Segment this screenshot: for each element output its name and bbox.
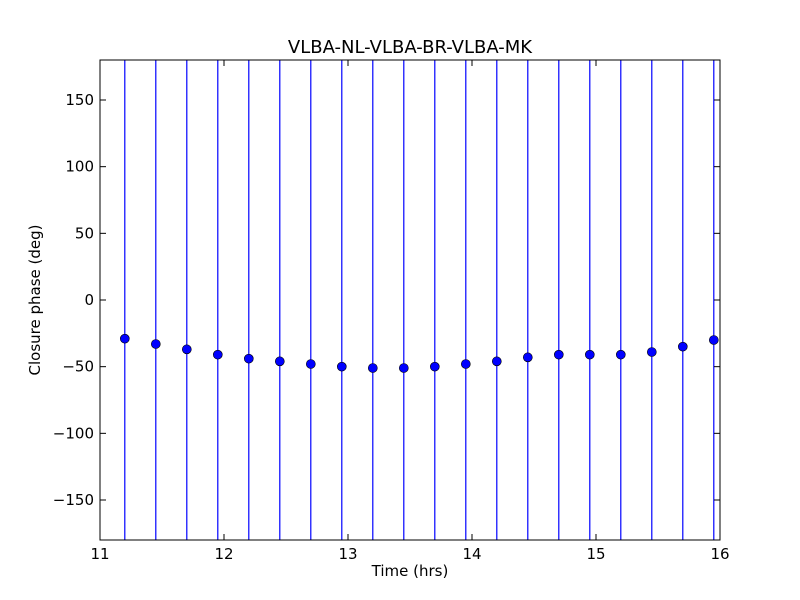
data-point [677,341,688,352]
x-tick-label: 12 [214,545,233,563]
data-point [182,344,192,355]
x-tick-label: 11 [90,545,109,563]
y-tick-label: 150 [65,91,94,109]
plot-area [120,60,719,540]
data-point [491,356,502,367]
data-point [367,363,378,373]
y-tick-label: −50 [62,358,94,376]
y-tick-label: −100 [53,424,94,442]
data-point [584,349,595,360]
data-point [522,352,533,363]
data-point [398,363,409,373]
data-point [274,356,285,367]
data-point [244,353,254,364]
y-tick-label: 50 [75,224,94,242]
y-tick-label: 100 [65,158,94,176]
y-tick-label: −150 [53,491,94,509]
data-point [708,335,719,345]
data-point [151,339,161,349]
data-point [120,333,130,344]
x-tick-label: 16 [710,545,729,563]
chart-title: VLBA-NL-VLBA-BR-VLBA-MK [288,37,533,58]
data-point [213,349,223,360]
y-axis-label: Closure phase (deg) [26,225,44,376]
data-point [305,359,316,369]
axis-ticks: 11 12 13 14 15 16 150 100 50 0 −50 −100 −150 [53,60,730,563]
x-tick-label: 13 [338,545,357,563]
x-tick-label: 15 [586,545,605,563]
data-point [553,349,564,360]
y-tick-label: 0 [84,291,94,309]
x-axis-label: Time (hrs) [371,562,449,580]
data-point [460,359,471,369]
data-point [336,361,347,372]
x-tick-label: 14 [462,545,481,563]
data-point [615,349,626,360]
data-point [646,347,657,357]
data-point [429,361,440,372]
